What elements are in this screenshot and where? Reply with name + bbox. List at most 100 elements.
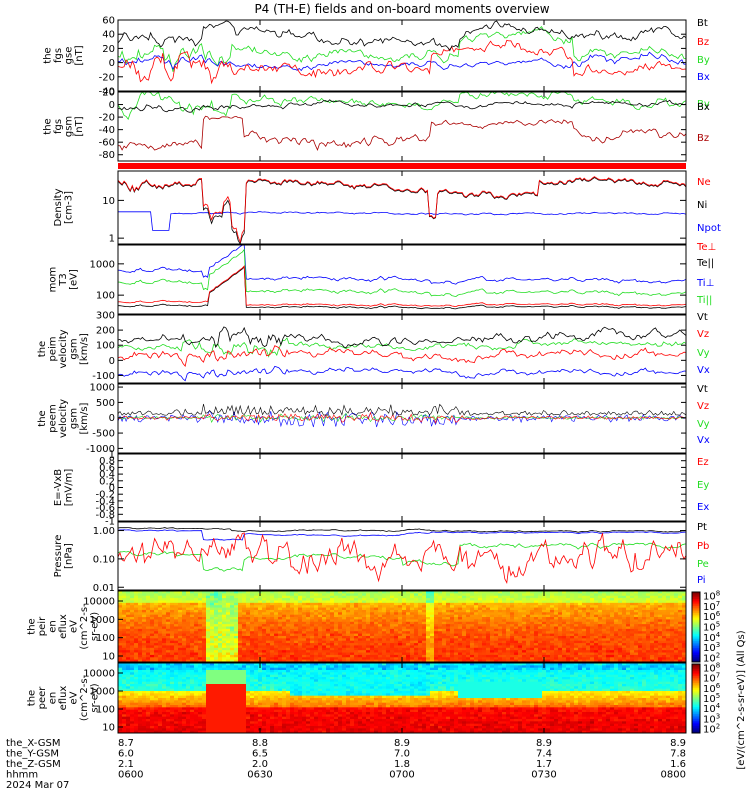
spectrogram-cell <box>326 624 331 627</box>
y-axis-label: the <box>37 341 48 357</box>
spectrogram-cell <box>374 647 379 651</box>
spectrogram-cell <box>146 605 151 608</box>
spectrogram-cell <box>646 617 651 620</box>
spectrogram-cell <box>178 640 183 644</box>
spectrogram-cell <box>594 628 599 632</box>
spectrogram-cell <box>334 640 339 644</box>
y-tick-label: 10 <box>102 196 115 207</box>
spectrogram-cell <box>622 650 627 653</box>
spectrogram-cell <box>486 598 491 601</box>
spectrogram-cell <box>146 695 151 699</box>
spectrogram-cell <box>446 621 451 625</box>
spectrogram-cell <box>326 650 331 653</box>
spectrogram-cell <box>342 657 347 661</box>
spectrogram-cell <box>118 621 123 625</box>
spectrogram-cell <box>130 614 135 618</box>
spectrogram-cell <box>502 657 507 661</box>
spectrogram-cell <box>366 621 371 625</box>
spectrogram-cell <box>150 647 155 651</box>
spectrogram-cell <box>582 626 587 630</box>
spectrogram-cell <box>326 640 331 644</box>
spectrogram-cell <box>130 635 135 639</box>
spectrogram-cell <box>618 657 623 661</box>
spectrogram-cell <box>566 614 571 618</box>
spectrogram-cell <box>602 602 607 606</box>
spectrogram-cell <box>170 631 175 634</box>
spectrogram-cell <box>402 612 407 616</box>
y-axis-label: mom <box>48 267 59 293</box>
spectrogram-cell <box>478 600 483 604</box>
spectrogram-cell <box>434 598 439 601</box>
spectrogram-cell <box>538 626 543 630</box>
spectrogram-cell <box>290 659 295 663</box>
spectrogram-cell <box>490 631 495 634</box>
spectrogram-cell <box>394 659 399 663</box>
spectrogram-cell <box>150 674 155 678</box>
spectrogram-cell <box>130 643 135 646</box>
spectrogram-cell <box>522 633 527 637</box>
spectrogram-cell <box>414 638 419 642</box>
spectrogram-cell <box>574 635 579 639</box>
spectrogram-cell <box>162 716 167 720</box>
spectrogram-cell <box>226 633 231 637</box>
spectrogram-cell <box>138 647 143 651</box>
spectrogram-cell <box>498 591 503 594</box>
spectrogram-cell <box>634 652 639 656</box>
spectrogram-cell <box>238 600 243 604</box>
spectrogram-cell <box>550 609 555 613</box>
spectrogram-cell <box>474 628 479 632</box>
spectrogram-cell <box>134 609 139 613</box>
spectrogram-cell <box>314 602 319 606</box>
spectrogram-cell <box>510 609 515 613</box>
spectrogram-cell <box>334 650 339 653</box>
spectrogram-cell <box>518 643 523 646</box>
spectrogram-cell <box>346 593 351 597</box>
spectrogram-cell <box>398 633 403 637</box>
spectrogram-cell <box>326 609 331 613</box>
spectrogram-cell <box>322 605 327 608</box>
spectrogram-cell <box>394 633 399 637</box>
spectrogram-cell <box>390 657 395 661</box>
spectrogram-cell <box>162 638 167 642</box>
spectrogram-cell <box>498 633 503 637</box>
spectrogram-cell <box>150 667 155 671</box>
y-axis-label: [km/s] <box>79 333 90 365</box>
spectrogram-cell <box>550 593 555 597</box>
spectrogram-cell <box>170 723 175 727</box>
spectrogram-cell <box>170 626 175 630</box>
spectrogram-cell <box>134 643 139 646</box>
spectrogram-cell <box>138 591 143 594</box>
spectrogram-cell <box>158 626 163 630</box>
spectrogram-cell <box>282 643 287 646</box>
spectrogram-cell <box>326 654 331 658</box>
spectrogram-cell <box>618 621 623 625</box>
spectrogram-cell <box>550 643 555 646</box>
spectrogram-cell <box>290 643 295 646</box>
spectrogram-cell <box>534 635 539 639</box>
spectrogram-cell <box>286 652 291 656</box>
spectrogram-cell <box>126 721 131 725</box>
spectrogram-cell <box>254 657 259 661</box>
y-axis-label: [nT] <box>74 45 85 65</box>
spectrogram-cell <box>126 667 131 671</box>
spectrogram-cell <box>346 598 351 601</box>
spectrogram-cell <box>194 595 199 599</box>
spectrogram-cell <box>494 654 499 658</box>
spectrogram-cell <box>162 595 167 599</box>
spectrogram-cell <box>218 654 223 658</box>
spectrogram-cell <box>422 600 427 604</box>
spectrogram-cell <box>530 638 535 642</box>
spectrogram-cell <box>278 626 283 630</box>
spectrogram-cell <box>490 595 495 599</box>
spectrogram-cell <box>194 602 199 606</box>
spectrogram-cell <box>202 643 207 646</box>
spectrogram-cell <box>366 643 371 646</box>
spectrogram-cell <box>286 647 291 651</box>
spectrogram-cell <box>470 638 475 642</box>
spectrogram-cell <box>390 626 395 630</box>
spectrogram-cell <box>318 621 323 625</box>
spectrogram-cell <box>598 605 603 608</box>
spectrogram-cell <box>182 607 187 611</box>
spectrogram-cell <box>334 614 339 618</box>
spectrogram-cell <box>146 663 151 666</box>
